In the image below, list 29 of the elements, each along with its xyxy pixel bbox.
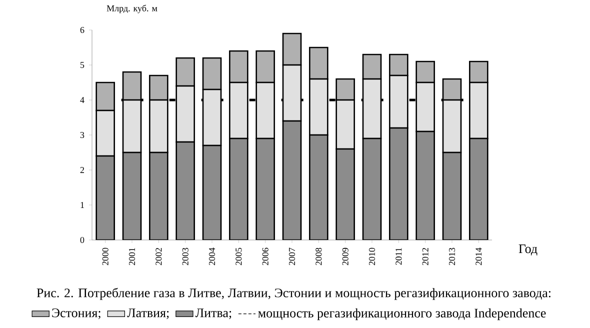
y-tick-label: 5 <box>80 62 84 68</box>
x-tick-label: 2006 <box>262 248 268 266</box>
x-tick-label: 2002 <box>156 248 162 266</box>
y-axis-title: Млрд. куб. м <box>106 4 158 14</box>
x-tick-label: 2007 <box>288 248 296 266</box>
x-tick-label: 2008 <box>316 248 322 266</box>
text: Рис. 2. Потребление газа в Литве, Латвии, Эстонии и мощность регазификационного завода: <box>36 288 550 300</box>
legend-label: Латвия; <box>127 308 169 320</box>
x-tick-label: 2001 <box>128 248 136 266</box>
y-tick-label: 2 <box>80 167 84 173</box>
y-tick-label: 3 <box>80 132 84 138</box>
x-tick-label: 2013 <box>448 248 456 266</box>
x-tick-label: 2009 <box>342 248 348 266</box>
y-tick-label: 1 <box>80 202 84 208</box>
x-tick-label: 2012 <box>422 248 428 266</box>
x-tick-label: 2004 <box>208 248 216 266</box>
x-tick-label: 2011 <box>396 248 402 265</box>
x-axis-title: Год <box>518 244 538 256</box>
x-tick-label: 2000 <box>102 248 108 266</box>
x-tick-label: 2003 <box>182 248 188 266</box>
y-tick-label: 6 <box>80 26 84 34</box>
x-tick-label: 2014 <box>476 248 482 266</box>
x-tick-label: 2005 <box>236 248 242 266</box>
y-tick-label: 4 <box>80 97 84 103</box>
x-tick-label: 2010 <box>368 248 376 266</box>
legend-label: мощность регазификационного завода Independence <box>258 308 546 320</box>
y-tick-label: 0 <box>80 236 84 244</box>
legend-label: Литва; <box>195 308 232 320</box>
legend-label: Эстония; <box>52 308 100 320</box>
